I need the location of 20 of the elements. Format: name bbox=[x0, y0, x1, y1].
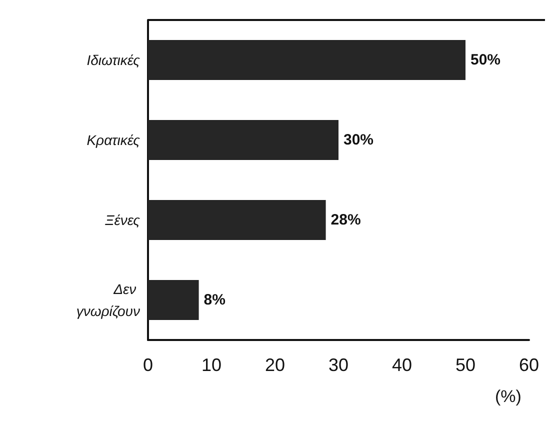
x-tick-label: 50 bbox=[455, 355, 476, 375]
bar bbox=[148, 200, 326, 240]
x-tick-label: 40 bbox=[392, 355, 412, 375]
bar bbox=[148, 40, 466, 80]
x-tick-label: 20 bbox=[264, 355, 286, 375]
bar bbox=[148, 120, 338, 160]
y-tick-label: Δεν γνωρίζουν bbox=[76, 281, 140, 319]
y-tick-label: Κρατικές bbox=[86, 132, 140, 148]
x-tick-label: 30 bbox=[328, 355, 349, 375]
x-tick-label: 60 bbox=[518, 355, 540, 375]
x-tick-label: 0 bbox=[142, 355, 154, 375]
data-label: 8% bbox=[204, 292, 226, 308]
data-label: 28% bbox=[330, 212, 361, 228]
data-label: 30% bbox=[344, 132, 374, 148]
y-tick-label: Ιδιωτικές bbox=[86, 52, 140, 68]
bar bbox=[148, 280, 199, 320]
x-axis-title: (%) bbox=[495, 387, 522, 406]
data-label: 50% bbox=[470, 52, 501, 68]
x-tick-label: 10 bbox=[201, 355, 222, 375]
y-tick-label: Ξένες bbox=[104, 212, 140, 228]
